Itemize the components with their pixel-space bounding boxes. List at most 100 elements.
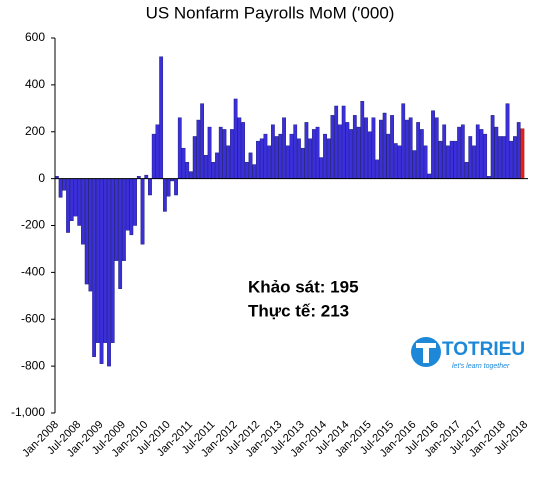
bar [475,124,480,179]
bar [107,178,111,367]
bar [356,126,361,179]
chart-title: US Nonfarm Payrolls MoM ('000) [146,3,395,22]
bar [211,162,216,179]
bar [77,178,82,226]
bar [449,140,454,179]
bar [140,178,145,245]
bar [88,178,93,292]
bar [401,103,406,179]
bar [282,117,286,179]
logo-tagline: let's learn together [452,363,510,370]
bar [419,129,424,179]
bar [159,56,164,179]
bar [468,136,473,179]
bar [185,162,190,179]
bar [464,162,469,179]
bar [166,178,171,197]
bar [110,178,115,343]
bar [371,117,376,179]
bar [460,124,465,179]
bar [520,128,525,179]
bar [509,140,514,179]
y-tick-label: -800 [21,358,45,372]
bar [69,178,74,222]
bar [73,178,78,217]
bar [118,178,123,289]
bar [237,117,242,179]
bar [248,152,253,179]
bar [92,178,96,357]
bar [103,178,108,343]
bar [505,103,510,179]
bar [293,124,298,179]
bar [58,178,63,198]
bar [274,136,279,179]
bar [144,174,149,179]
bar [99,178,104,364]
bar [196,119,201,179]
bar [244,162,249,179]
bar [483,133,488,179]
bar [215,152,219,179]
bar [285,145,290,179]
bar [349,129,353,179]
y-tick-label: -400 [21,265,45,279]
bar [241,122,245,179]
bar [323,133,327,179]
bar [315,126,320,179]
bar [259,138,264,179]
bar [207,126,212,179]
bar [125,178,130,231]
bar [203,154,208,179]
bar [442,124,447,179]
bar [252,164,257,179]
bar [408,117,413,179]
bar [453,140,458,179]
bar [397,145,402,179]
bar [427,173,432,179]
bar [341,105,346,179]
bar [297,138,301,179]
bar [457,126,461,179]
bar [472,145,476,179]
y-tick-label: 200 [25,124,45,138]
bar [84,178,89,285]
bar [498,136,502,179]
bar [434,117,439,179]
bar [162,178,167,212]
bar [256,140,260,179]
bar [516,122,521,179]
bar [267,145,272,179]
y-tick-label: 600 [25,30,45,44]
y-tick-label: -200 [21,218,45,232]
bar [233,98,238,179]
bar [345,122,350,179]
bar [330,115,335,179]
bar [382,112,387,179]
logo-name: TOTRIEU [442,339,525,360]
bar [338,124,342,179]
bar [479,129,484,179]
bar [304,122,309,179]
bar [181,147,186,179]
bar [62,178,67,191]
bar [151,133,156,179]
bar [360,101,365,179]
bar [114,178,119,261]
bar [412,150,417,179]
bar [271,124,275,179]
bar [423,145,428,179]
bar [230,129,234,179]
y-tick-label: -1,000 [11,405,45,419]
bar [263,133,268,179]
bar [300,147,305,179]
bar [438,140,443,179]
bar [364,117,368,179]
bar [308,138,312,179]
y-tick-label: 0 [38,171,45,185]
bar [393,143,398,179]
bar [352,115,357,179]
bar [367,131,372,179]
bar [278,133,283,179]
